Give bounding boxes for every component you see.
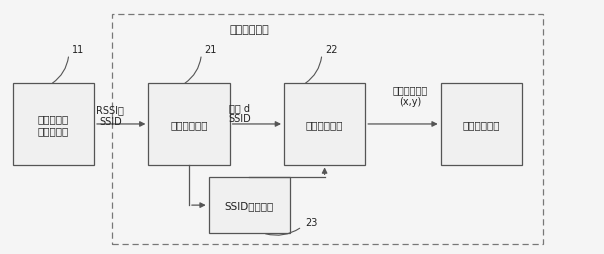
Text: 初步定位结果
(x,y): 初步定位结果 (x,y): [393, 85, 428, 106]
Text: SSID储存模块: SSID储存模块: [225, 200, 274, 210]
Text: 21: 21: [204, 45, 217, 55]
Text: 修正定位单元: 修正定位单元: [463, 119, 500, 130]
FancyBboxPatch shape: [440, 84, 522, 165]
Text: 基本定位信
息处理单元: 基本定位信 息处理单元: [38, 114, 69, 135]
Text: 23: 23: [305, 217, 317, 227]
FancyBboxPatch shape: [149, 84, 230, 165]
Text: 11: 11: [72, 45, 84, 55]
Text: 距离 d
SSID: 距离 d SSID: [228, 102, 251, 124]
Text: 初步定位单元: 初步定位单元: [230, 25, 269, 35]
Text: 22: 22: [325, 45, 338, 55]
FancyBboxPatch shape: [284, 84, 365, 165]
FancyBboxPatch shape: [208, 178, 290, 233]
Text: 衰减模型模块: 衰减模型模块: [170, 119, 208, 130]
Text: 定位算法模块: 定位算法模块: [306, 119, 343, 130]
FancyBboxPatch shape: [13, 84, 94, 165]
Text: RSSI值
SSID: RSSI值 SSID: [97, 105, 124, 126]
